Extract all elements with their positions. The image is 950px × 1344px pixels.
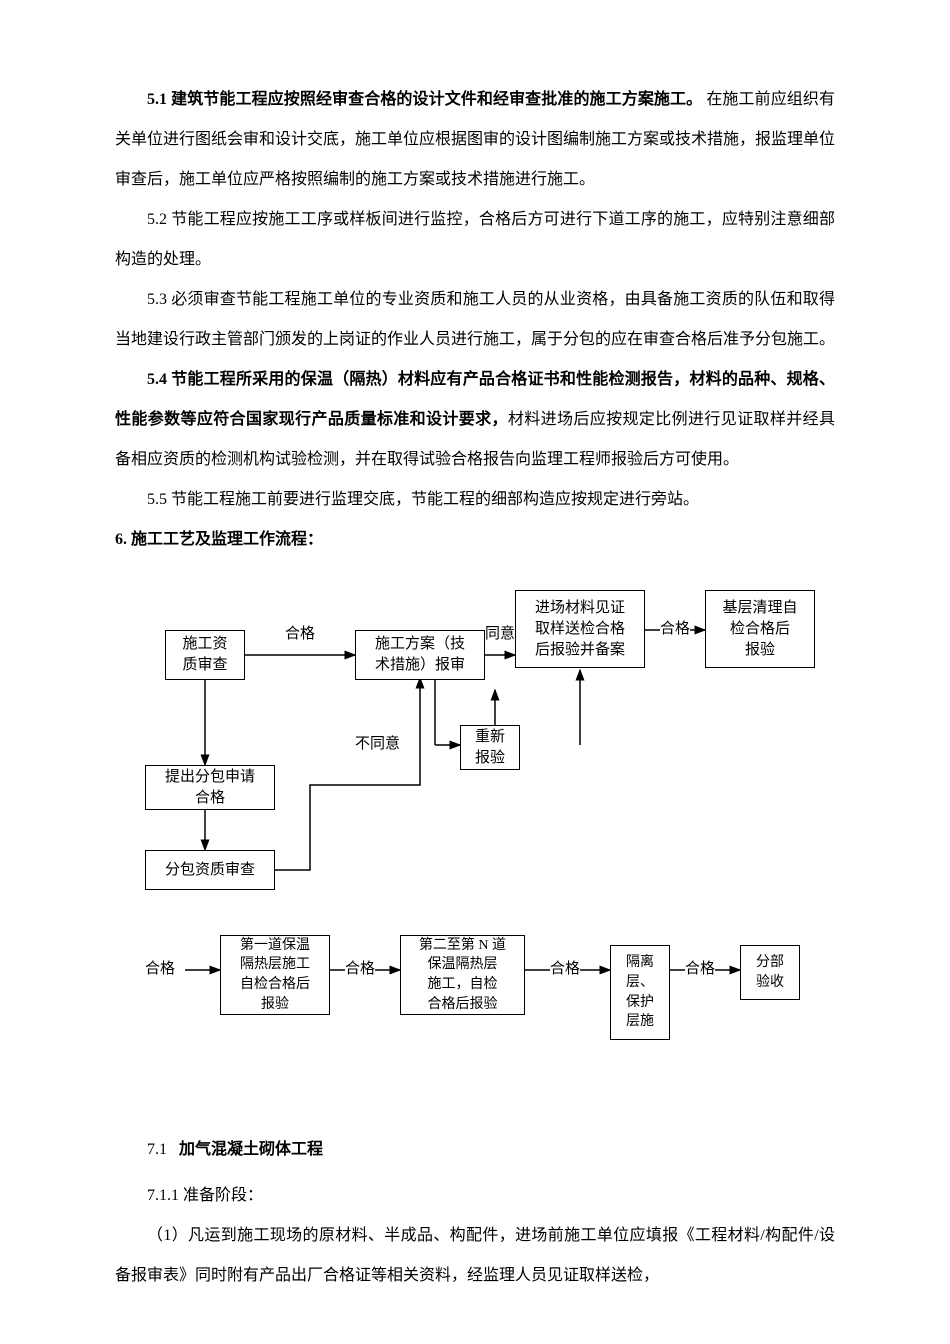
heading-6: 6. 施工工艺及监理工作流程： xyxy=(115,520,835,560)
paragraph-7-1-1-1: （1）凡运到施工现场的原材料、半成品、构配件，进场前施工单位应填报《工程材料/构… xyxy=(115,1216,835,1296)
paragraph-5-3: 5.3 必须审查节能工程施工单位的专业资质和施工人员的从业资格，由具备施工资质的… xyxy=(115,280,835,360)
flowchart: 施工资 质审查 施工方案（技 术措施）报审 进场材料见证 取样送检合格 后报验并… xyxy=(115,570,835,1110)
label-agree: 同意 xyxy=(485,625,515,643)
section-7-1: 7.1 加气混凝土砌体工程 7.1.1 准备阶段： （1）凡运到施工现场的原材料… xyxy=(115,1130,835,1296)
node-isolation-layer: 隔离 层、 保护 层施 xyxy=(610,945,670,1040)
paragraph-5-5: 5.5 节能工程施工前要进行监理交底，节能工程的细部构造应按规定进行旁站。 xyxy=(115,480,835,520)
label-qualified-3: 合格 xyxy=(145,960,175,978)
sec71-num: 7.1 xyxy=(147,1141,167,1158)
p51-bold: 5.1 建筑节能工程应按照经审查合格的设计文件和经审查批准的施工方案施工。 xyxy=(147,91,702,108)
sec71-title-text: 加气混凝土砌体工程 xyxy=(179,1141,323,1158)
node-scheme-review: 施工方案（技 术措施）报审 xyxy=(355,630,485,680)
label-qualified-5: 合格 xyxy=(550,960,580,978)
node-acceptance: 分部 验收 xyxy=(740,945,800,1000)
label-qualified-6: 合格 xyxy=(685,960,715,978)
paragraph-5-1: 5.1 建筑节能工程应按照经审查合格的设计文件和经审查批准的施工方案施工。 在施… xyxy=(115,80,835,200)
node-qualification-review: 施工资 质审查 xyxy=(165,630,245,680)
node-resubmit: 重新 报验 xyxy=(460,725,520,770)
node-material-sampling: 进场材料见证 取样送检合格 后报验并备案 xyxy=(515,590,645,668)
label-disagree: 不同意 xyxy=(355,735,400,753)
heading-7-1-1: 7.1.1 准备阶段： xyxy=(115,1176,835,1216)
label-qualified-2: 合格 xyxy=(660,620,690,638)
node-n-layers: 第二至第 N 道 保温隔热层 施工，自检 合格后报验 xyxy=(400,935,525,1015)
node-subcontract-review: 分包资质审查 xyxy=(145,850,275,890)
document-page: 5.1 建筑节能工程应按照经审查合格的设计文件和经审查批准的施工方案施工。 在施… xyxy=(0,0,950,1336)
node-first-layer: 第一道保温 隔热层施工 自检合格后 报验 xyxy=(220,935,330,1015)
paragraph-5-2: 5.2 节能工程应按施工工序或样板间进行监控，合格后方可进行下道工序的施工，应特… xyxy=(115,200,835,280)
node-base-clean: 基层清理自 检合格后 报验 xyxy=(705,590,815,668)
paragraph-5-4: 5.4 节能工程所采用的保温（隔热）材料应有产品合格证书和性能检测报告，材料的品… xyxy=(115,360,835,480)
label-qualified-1: 合格 xyxy=(285,625,315,643)
label-qualified-4: 合格 xyxy=(345,960,375,978)
node-subcontract-apply: 提出分包申请 合格 xyxy=(145,765,275,810)
heading-7-1: 7.1 加气混凝土砌体工程 xyxy=(115,1130,835,1170)
